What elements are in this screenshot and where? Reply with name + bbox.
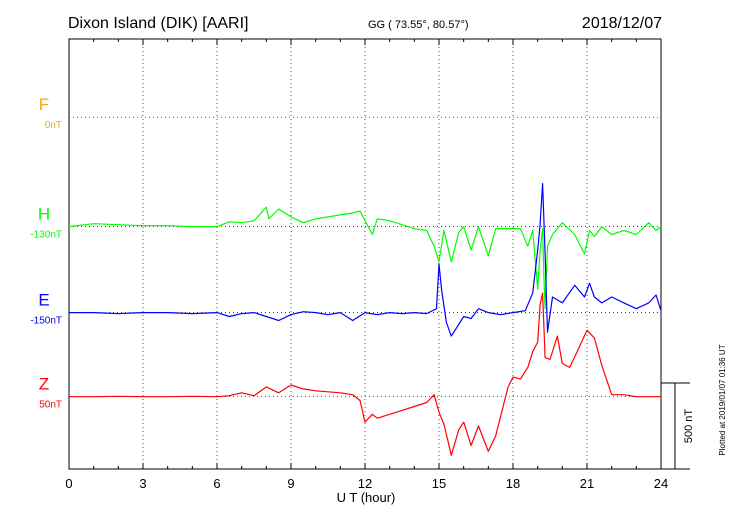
x-tick-label: 21 <box>580 476 594 491</box>
x-tick-label: 9 <box>287 476 294 491</box>
grid-lines <box>69 39 661 469</box>
series-name-h: H <box>38 205 50 224</box>
series-baseline-e: -150nT <box>30 316 62 327</box>
series-name-z: Z <box>39 375 49 394</box>
x-tick-labels: 0 3 6 9 12 15 18 21 24 <box>65 476 668 491</box>
series-line-z <box>69 292 661 456</box>
axis-ticks <box>68 39 662 469</box>
scale-bar: 500 nT <box>661 382 695 470</box>
series-lines <box>68 183 662 456</box>
plotted-at-note: Plotted at 2019/01/07 01:36 UT <box>718 344 727 455</box>
geo-coordinates: GG ( 73.55°, 80.57°) <box>368 19 469 31</box>
series-baseline-f: 0nT <box>45 120 62 131</box>
x-tick-label: 24 <box>654 476 668 491</box>
x-tick-label: 12 <box>358 476 372 491</box>
series-line-e <box>69 183 662 337</box>
series-baseline-h: -130nT <box>30 230 62 241</box>
x-tick-label: 0 <box>65 476 72 491</box>
x-tick-label: 18 <box>506 476 520 491</box>
scale-bar-label: 500 nT <box>683 409 695 444</box>
series-baseline-z: 50nT <box>39 400 62 411</box>
x-tick-label: 6 <box>213 476 220 491</box>
series-labels: F 0nT H -130nT E -150nT Z 50nT <box>30 95 62 411</box>
series-name-f: F <box>39 95 49 114</box>
x-tick-label: 15 <box>432 476 446 491</box>
series-name-e: E <box>38 291 49 310</box>
x-tick-label: 3 <box>139 476 146 491</box>
station-title: Dixon Island (DIK) [AARI] <box>68 15 249 32</box>
plot-date: 2018/12/07 <box>582 15 662 32</box>
x-axis-label: U T (hour) <box>337 490 396 505</box>
series-line-h <box>68 206 662 310</box>
